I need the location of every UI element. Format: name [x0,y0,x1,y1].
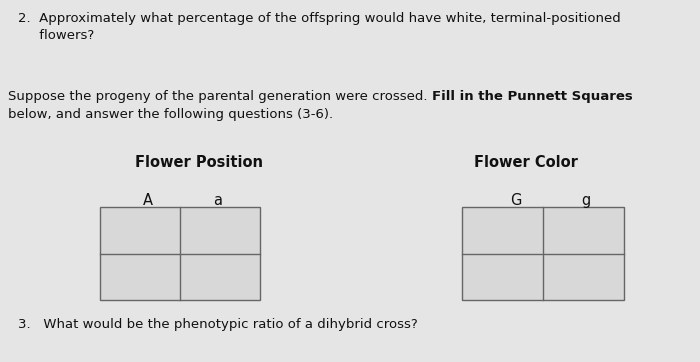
Bar [100,207,260,300]
Text: 2.  Approximately what percentage of the offspring would have white, terminal-po: 2. Approximately what percentage of the … [18,12,621,25]
Text: a: a [214,193,223,208]
Text: 3.   What would be the phenotypic ratio of a dihybrid cross?: 3. What would be the phenotypic ratio of… [18,318,418,331]
Text: G: G [510,193,522,208]
Text: g: g [582,193,591,208]
Text: Flower Position: Flower Position [135,155,263,170]
Text: flowers?: flowers? [18,29,95,42]
Text: A: A [143,193,153,208]
Bar [462,207,624,300]
Text: Suppose the progeny of the parental generation were crossed.: Suppose the progeny of the parental gene… [8,90,432,103]
Text: below, and answer the following questions (3-6).: below, and answer the following question… [8,108,333,121]
Text: Fill in the Punnett Squares: Fill in the Punnett Squares [432,90,633,103]
Text: Flower Color: Flower Color [474,155,578,170]
